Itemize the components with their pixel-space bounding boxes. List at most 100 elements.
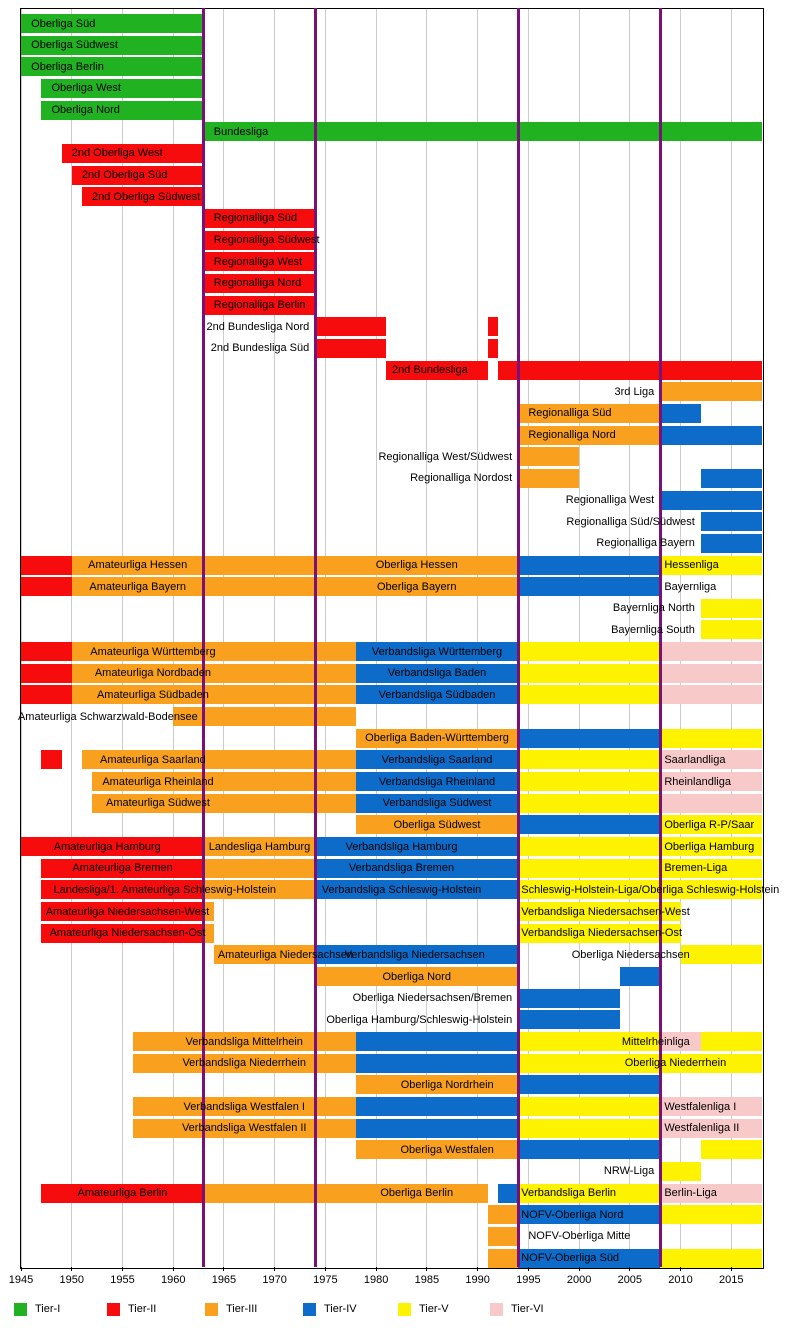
timeline-bar — [497, 1183, 519, 1203]
timeline-bar — [619, 967, 661, 987]
gridline — [375, 8, 377, 1267]
timeline-bar — [518, 923, 681, 943]
bar-label: Bundesliga — [213, 125, 269, 138]
axis-tick — [172, 1267, 174, 1271]
bar-label: Amateurliga Niedersachsen-West — [45, 905, 210, 918]
timeline-bar — [518, 555, 661, 575]
timeline-bar — [518, 685, 661, 705]
timeline-bar — [315, 945, 519, 965]
axis-tick-label: 1970 — [262, 1274, 287, 1286]
axis-tick-label: 1955 — [110, 1274, 135, 1286]
timeline-bar — [355, 750, 519, 770]
bar-label: Amateurliga Nordbaden — [94, 667, 211, 680]
reform-year-line — [658, 8, 662, 1267]
bar-label: Oberliga Hamburg — [664, 840, 755, 853]
timeline-bar — [518, 858, 762, 878]
legend-swatch — [14, 1303, 27, 1316]
gridline — [477, 8, 479, 1267]
axis-tick-label: 1960 — [160, 1274, 186, 1286]
bar-label: Verbandsliga Niederrhein — [182, 1057, 306, 1070]
bar-label: Verbandsliga Württemberg — [371, 645, 503, 658]
timeline-bar — [355, 1140, 519, 1160]
timeline-bar — [518, 447, 580, 467]
timeline-bar — [680, 945, 762, 965]
timeline-bar — [660, 490, 762, 510]
timeline-bar — [518, 1010, 620, 1030]
bar-label: Rheinlandliga — [664, 775, 731, 788]
timeline-bar — [660, 1183, 762, 1203]
timeline-bar — [700, 512, 762, 532]
bar-label: Bayernliga North — [612, 602, 695, 615]
axis-tick-label: 1945 — [8, 1274, 34, 1286]
timeline-bar — [21, 663, 72, 683]
bar-label: 3rd Liga — [614, 385, 655, 398]
bar-label: Oberliga Bayern — [376, 580, 457, 593]
timeline-bar — [21, 14, 204, 33]
timeline-bar — [203, 230, 316, 250]
bar-label: Oberliga Nordrhein — [400, 1078, 494, 1091]
axis-tick-label: 2000 — [566, 1274, 592, 1286]
gridline — [223, 8, 225, 1267]
timeline-bar — [355, 663, 519, 683]
timeline-bar — [173, 707, 356, 727]
timeline-bar — [518, 728, 661, 748]
timeline-bar — [132, 1097, 356, 1116]
timeline-bar — [41, 923, 204, 943]
gridline — [426, 8, 428, 1267]
timeline-bar — [700, 598, 762, 618]
timeline-bar — [315, 338, 387, 358]
bar-label: Verbandsliga Niedersachsen-Ost — [521, 927, 683, 940]
legend-label: Tier-V — [419, 1303, 449, 1315]
timeline-bar — [355, 1075, 519, 1095]
timeline-bar — [700, 1032, 762, 1052]
timeline-bar — [71, 663, 356, 683]
bar-label: Verbandsliga Berlin — [521, 1187, 617, 1200]
timeline-bar — [518, 1075, 661, 1095]
legend-swatch — [205, 1303, 218, 1316]
timeline-bar — [386, 360, 488, 380]
bar-label: Oberliga Berlin — [380, 1187, 454, 1200]
bar-label: Verbandsliga Westfalen I — [183, 1100, 305, 1113]
axis-tick-label: 2005 — [617, 1274, 643, 1286]
bar-label: Oberliga Hessen — [375, 559, 458, 571]
axis-tick — [375, 1267, 377, 1271]
axis-tick — [121, 1267, 123, 1271]
bar-label: NOFV-Oberliga Nord — [521, 1208, 624, 1221]
bar-label: Verbandsliga Bremen — [348, 862, 455, 875]
timeline-bar — [355, 772, 519, 792]
timeline-bar — [203, 1183, 488, 1203]
bar-label: Westfalenliga II — [664, 1122, 740, 1135]
timeline-bar — [518, 815, 661, 835]
bar-label: Berlin-Liga — [664, 1187, 717, 1200]
bar-label: Amateurliga Südwest — [106, 797, 210, 810]
legend-label: Tier-VI — [511, 1303, 544, 1315]
reform-year-line — [516, 8, 520, 1267]
timeline-bar — [71, 685, 356, 705]
bar-label: Oberliga Süd — [31, 17, 96, 30]
timeline-bar — [203, 208, 316, 228]
timeline-bar — [518, 1183, 661, 1203]
timeline-bar — [355, 642, 519, 662]
timeline-bar — [71, 577, 519, 597]
bar-label: Oberliga Niederrhein — [624, 1057, 727, 1070]
timeline-bar — [203, 880, 316, 900]
timeline-bar — [21, 35, 204, 55]
timeline-bar — [660, 642, 762, 662]
timeline-bar — [518, 663, 661, 683]
bar-label: 2nd Bundesliga Nord — [206, 320, 310, 333]
bar-label: Regionalliga Nordost — [410, 472, 513, 485]
gridline — [274, 8, 276, 1267]
bar-label: Regionalliga Nord — [213, 277, 302, 290]
timeline-bar — [660, 1118, 762, 1138]
bar-label: Regionalliga Süd — [213, 212, 297, 225]
reform-year-line — [313, 8, 317, 1267]
timeline-bar — [660, 750, 762, 770]
bar-label: Oberliga Berlin — [31, 60, 104, 73]
timeline-bar — [487, 1226, 519, 1246]
legend-swatch — [490, 1303, 503, 1316]
gridline — [527, 8, 529, 1267]
timeline-bar — [700, 620, 762, 640]
axis-tick-label: 1950 — [59, 1274, 84, 1286]
bar-label: Amateurliga Südbaden — [96, 688, 209, 701]
timeline-bar — [700, 533, 762, 553]
